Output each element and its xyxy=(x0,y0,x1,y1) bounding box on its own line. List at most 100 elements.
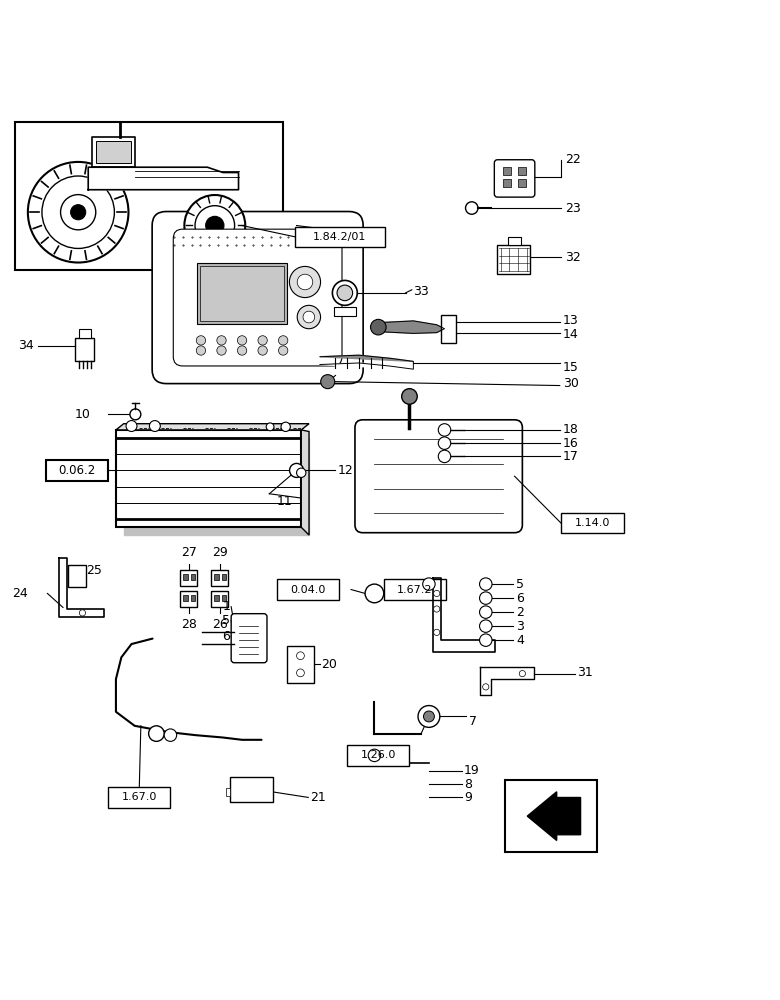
Bar xyxy=(222,595,226,601)
Text: 28: 28 xyxy=(181,618,197,631)
Bar xyxy=(505,780,597,852)
Circle shape xyxy=(217,346,226,355)
Circle shape xyxy=(130,409,141,420)
Text: 4: 4 xyxy=(516,634,524,647)
Circle shape xyxy=(150,421,161,431)
Text: 8: 8 xyxy=(464,778,472,791)
Circle shape xyxy=(206,216,224,235)
Text: 27: 27 xyxy=(181,546,197,559)
Bar xyxy=(179,570,197,586)
Polygon shape xyxy=(433,578,495,652)
Circle shape xyxy=(296,669,304,677)
Circle shape xyxy=(126,421,137,431)
Circle shape xyxy=(217,336,226,345)
Bar xyxy=(384,579,446,600)
FancyBboxPatch shape xyxy=(152,212,363,384)
Bar xyxy=(519,167,526,175)
Text: 1.67.2: 1.67.2 xyxy=(397,585,433,595)
Text: 25: 25 xyxy=(87,564,102,577)
Text: 6: 6 xyxy=(222,630,230,643)
Circle shape xyxy=(480,592,492,604)
Text: 11: 11 xyxy=(277,495,292,508)
Text: 33: 33 xyxy=(413,285,429,298)
Text: 14: 14 xyxy=(563,328,579,341)
Circle shape xyxy=(258,346,268,355)
Bar xyxy=(222,574,226,580)
Text: 10: 10 xyxy=(74,408,90,421)
Polygon shape xyxy=(116,424,309,430)
Circle shape xyxy=(423,578,435,590)
Text: 1: 1 xyxy=(222,600,230,613)
Text: 12: 12 xyxy=(338,464,353,477)
Text: 24: 24 xyxy=(12,587,28,600)
Bar xyxy=(562,513,623,533)
Bar xyxy=(15,122,283,270)
Text: 0.06.2: 0.06.2 xyxy=(58,464,96,477)
Circle shape xyxy=(278,346,288,355)
Bar xyxy=(295,227,385,247)
Polygon shape xyxy=(92,137,135,167)
Text: 30: 30 xyxy=(563,377,579,390)
Circle shape xyxy=(321,375,335,389)
FancyBboxPatch shape xyxy=(355,420,523,533)
Polygon shape xyxy=(320,363,413,369)
Text: 1.26.0: 1.26.0 xyxy=(360,750,396,760)
Text: 16: 16 xyxy=(563,437,579,450)
Text: 23: 23 xyxy=(566,202,581,215)
Circle shape xyxy=(278,336,288,345)
Text: 17: 17 xyxy=(563,450,579,463)
Polygon shape xyxy=(88,167,239,190)
Bar xyxy=(190,574,195,580)
Text: 21: 21 xyxy=(310,791,326,804)
Text: 34: 34 xyxy=(18,339,34,352)
Circle shape xyxy=(281,422,290,431)
Circle shape xyxy=(258,336,268,345)
Circle shape xyxy=(296,468,306,477)
Text: 5: 5 xyxy=(222,614,230,627)
FancyArrow shape xyxy=(527,792,580,840)
Bar xyxy=(214,574,218,580)
Bar xyxy=(509,237,521,245)
Circle shape xyxy=(297,274,313,290)
Polygon shape xyxy=(480,667,534,695)
Text: 32: 32 xyxy=(566,251,581,264)
Text: 15: 15 xyxy=(563,361,579,374)
Bar xyxy=(200,266,284,321)
Bar xyxy=(197,263,287,324)
Circle shape xyxy=(434,590,440,597)
Circle shape xyxy=(197,346,206,355)
Text: 2: 2 xyxy=(516,606,524,619)
FancyBboxPatch shape xyxy=(495,160,535,197)
Circle shape xyxy=(195,206,235,245)
Circle shape xyxy=(466,202,478,214)
Circle shape xyxy=(337,285,353,301)
Circle shape xyxy=(438,450,451,463)
Bar xyxy=(96,141,131,163)
Circle shape xyxy=(365,584,384,603)
Circle shape xyxy=(519,671,526,677)
Bar xyxy=(108,787,171,808)
Circle shape xyxy=(370,319,386,335)
Text: 22: 22 xyxy=(566,153,581,166)
Text: 0.04.0: 0.04.0 xyxy=(291,585,326,595)
Bar xyxy=(76,338,94,361)
Bar xyxy=(179,591,197,607)
Circle shape xyxy=(237,336,246,345)
Text: 31: 31 xyxy=(577,666,593,679)
Text: 6: 6 xyxy=(516,592,524,605)
Polygon shape xyxy=(382,321,445,333)
Circle shape xyxy=(303,311,314,323)
Text: 9: 9 xyxy=(464,791,472,804)
Circle shape xyxy=(434,606,440,612)
Bar xyxy=(211,570,228,586)
Bar xyxy=(334,307,356,316)
Bar xyxy=(347,745,410,766)
Circle shape xyxy=(289,266,321,298)
Bar xyxy=(79,329,91,338)
Bar xyxy=(503,167,511,175)
Text: 20: 20 xyxy=(321,658,338,671)
Bar xyxy=(46,460,108,481)
Bar xyxy=(214,595,218,601)
Bar xyxy=(225,788,230,796)
Circle shape xyxy=(424,711,434,722)
